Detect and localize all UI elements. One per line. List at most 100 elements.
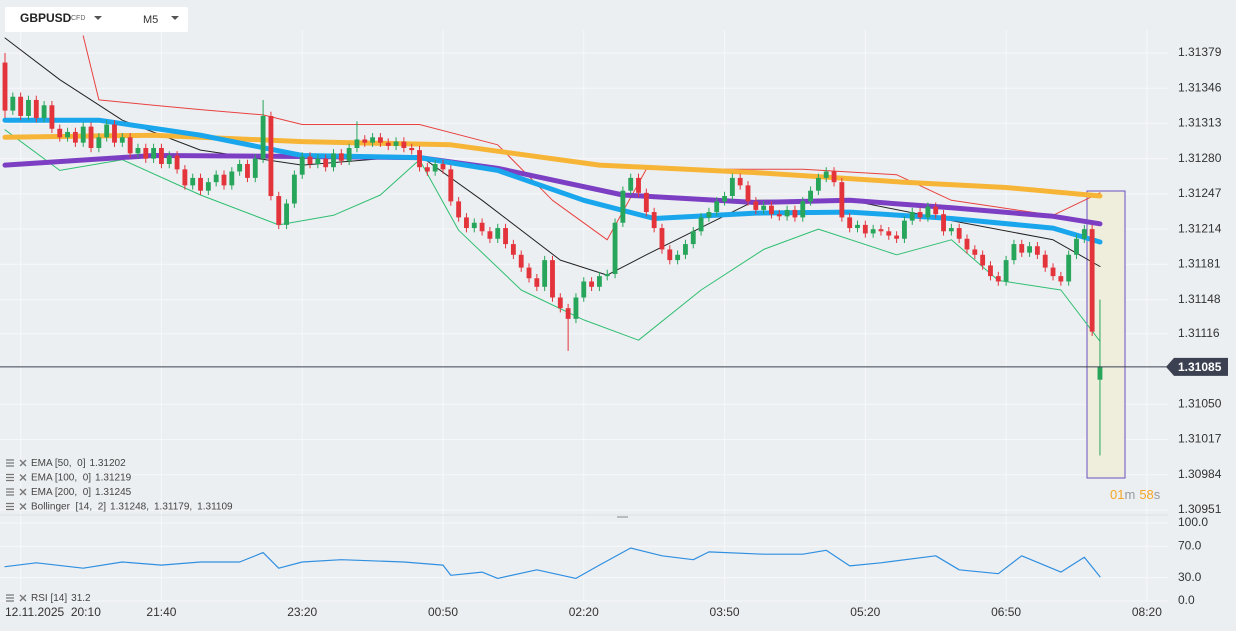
candle-body [800, 201, 806, 218]
y-tick-label: 1.31181 [1178, 257, 1221, 271]
candle-body [252, 158, 258, 178]
x-tick-label: 12.11.2025 20:10 [5, 605, 101, 619]
legend-menu-icon [6, 488, 14, 496]
candle-body [385, 142, 391, 146]
x-tick-label: 23:20 [287, 605, 317, 619]
y-tick-label: 1.31280 [1178, 151, 1222, 165]
candle-body [870, 229, 876, 234]
candle-body [401, 141, 407, 148]
candle-body [377, 137, 383, 143]
legend-close-icon [19, 459, 27, 467]
candle-body [1097, 366, 1103, 380]
candle-body [925, 206, 931, 218]
candle-body [643, 192, 649, 213]
symbol-dropdown[interactable] [94, 16, 102, 20]
candle-body [487, 231, 493, 239]
candle-body [393, 141, 399, 146]
grid [0, 30, 1168, 602]
candle-body [370, 137, 376, 143]
candle-body [1011, 244, 1017, 261]
candle-body [229, 171, 235, 186]
candle-body [166, 155, 172, 165]
legend-entry: EMA [100, 0] 1.31219 [31, 472, 132, 483]
candle-body [260, 115, 266, 159]
x-tick-label: 03:50 [710, 605, 740, 619]
candle-body [831, 171, 837, 183]
candle-body [464, 217, 469, 229]
candle-body [456, 201, 462, 218]
legend-value: 1.31109 [197, 501, 233, 512]
candle-body [127, 137, 133, 154]
ema-line [2, 117, 1103, 245]
candle-body [331, 153, 336, 168]
y-tick-label: 1.31148 [1178, 292, 1221, 306]
legend-menu-icon [6, 473, 14, 482]
candle-body [346, 147, 352, 161]
candle-body [972, 249, 978, 255]
candle-body [698, 217, 704, 232]
candle-body [690, 231, 696, 245]
candle-body [1003, 260, 1009, 282]
candle-body [753, 201, 759, 210]
candle-body [878, 229, 884, 232]
candle-body [518, 254, 524, 268]
candle-body [902, 220, 907, 239]
candle-body [612, 222, 618, 274]
legend-entry: Bollinger [14, 2] 1.31248, 1.31179, 1.31109 [31, 501, 233, 512]
candle-body [268, 115, 274, 197]
candle-body [628, 177, 634, 191]
candle-body [26, 99, 31, 116]
y-tick-label: 0.0 [1178, 593, 1195, 607]
legend-value: 1.31179, [154, 501, 192, 512]
legend-menu-icon [6, 459, 14, 467]
candle-body [190, 177, 196, 186]
toolbar-box [5, 7, 188, 32]
candle-body [784, 209, 790, 217]
candle-body [221, 174, 227, 186]
candle-body [581, 281, 587, 298]
x-tick-label: 08:20 [1132, 605, 1162, 619]
candle-body [557, 297, 563, 309]
y-tick-label: 70.0 [1178, 539, 1202, 553]
candle-body [722, 196, 727, 202]
legend-name: RSI [14] [31, 593, 67, 604]
candle-body [659, 228, 665, 250]
timeframe[interactable]: M5 [143, 14, 158, 26]
candle-body [1058, 276, 1064, 282]
legend-name: EMA [200, 0] [31, 487, 91, 498]
symbol[interactable]: GBPUSD [20, 11, 72, 25]
timeframe-dropdown[interactable] [171, 16, 179, 20]
candle-body [315, 158, 321, 165]
y-tick-label: 1.31346 [1178, 80, 1222, 94]
candle-body [57, 128, 63, 138]
candle-body [284, 203, 289, 225]
candle-body [471, 222, 477, 229]
candle-body [1081, 229, 1087, 239]
x-tick-label: 21:40 [146, 605, 176, 619]
candle-body [988, 265, 993, 277]
candle-body [948, 228, 954, 232]
current-price-label: 1.31085 [1178, 360, 1222, 374]
x-tick-label: 02:20 [569, 605, 599, 619]
candle-body [205, 182, 211, 191]
candle-body [941, 214, 946, 232]
candle-body [96, 137, 102, 148]
candle-body [995, 276, 1001, 282]
candle-body [815, 177, 821, 191]
candle-body [299, 156, 305, 175]
toolbar: GBPUSD CFD M5 [5, 7, 188, 32]
y-tick-label: 1.31379 [1178, 45, 1222, 59]
candle-body [761, 205, 767, 210]
legend-close-icon [19, 503, 27, 510]
candle-body [10, 96, 16, 111]
candle-body [479, 222, 485, 232]
candle-body [1019, 244, 1025, 253]
candle-body [182, 169, 188, 186]
candle-body [323, 158, 329, 168]
market: CFD [71, 15, 85, 22]
candle-body [706, 212, 712, 218]
candle-body [41, 105, 47, 119]
candle-body [542, 260, 548, 287]
candle-body [823, 171, 829, 178]
candle-body [550, 260, 555, 298]
